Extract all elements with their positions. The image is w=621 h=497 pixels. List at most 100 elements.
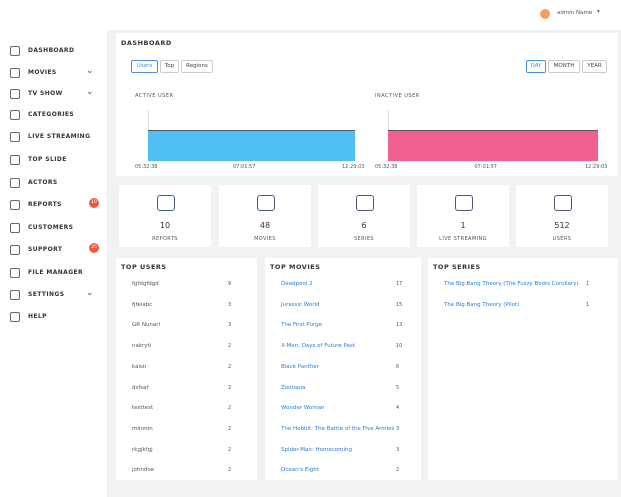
nav-item[interactable]: FILE MANAGER bbox=[28, 269, 84, 276]
movie-name[interactable]: Deadpool 2 bbox=[281, 281, 313, 287]
movie-name[interactable]: Ocean's Eight bbox=[281, 467, 319, 474]
user-count: 2 bbox=[228, 405, 232, 412]
nav-item[interactable]: TOP SLIDE bbox=[28, 156, 67, 163]
range-button[interactable]: DAY bbox=[526, 60, 546, 73]
nav-caret[interactable]: ⌄ bbox=[86, 66, 94, 76]
top-bar bbox=[85, 0, 621, 30]
user-count: 2 bbox=[228, 343, 232, 350]
movie-count: 10 bbox=[396, 343, 403, 350]
nav-item[interactable]: REPORTS bbox=[28, 201, 62, 208]
user-count: 2 bbox=[228, 363, 232, 370]
nav-badge: 10 bbox=[89, 198, 99, 208]
user-name: fgfdgfdgd bbox=[132, 281, 159, 287]
user-name: testtest bbox=[132, 405, 154, 412]
series-name[interactable]: The Big Bang Theory (Pilot) bbox=[444, 301, 520, 308]
nav-icon[interactable] bbox=[10, 178, 20, 188]
avatar[interactable] bbox=[540, 9, 550, 19]
chart-x-label: 05:32:38 bbox=[375, 164, 398, 170]
tab-button[interactable]: Users bbox=[131, 60, 158, 73]
nav-caret[interactable]: ⌄ bbox=[86, 87, 94, 97]
stat-value: 512 bbox=[554, 221, 570, 230]
chart-title: INACTIVE USER bbox=[375, 93, 420, 99]
stat-label: SERIES bbox=[353, 236, 374, 242]
movie-name[interactable]: Wonder Woman bbox=[281, 405, 325, 412]
movie-count: 17 bbox=[396, 281, 403, 287]
nav-icon[interactable] bbox=[10, 110, 20, 120]
user-count: 3 bbox=[228, 322, 232, 329]
movie-count: 2 bbox=[396, 467, 400, 474]
stat-label: MOVIES bbox=[254, 236, 276, 242]
movie-name[interactable]: Spider-Man: Homecoming bbox=[281, 446, 352, 453]
user-count: 2 bbox=[228, 446, 232, 453]
stat-label: USERS bbox=[552, 236, 572, 242]
movie-name[interactable]: Zootopia bbox=[281, 384, 306, 391]
nav-icon[interactable] bbox=[10, 312, 20, 322]
chart-x-label: 05:32:38 bbox=[135, 164, 158, 170]
nav-item[interactable]: SETTINGS bbox=[28, 291, 65, 298]
range-button[interactable]: MONTH bbox=[548, 60, 580, 73]
nav-item[interactable]: LIVE STREAMING bbox=[28, 133, 91, 140]
stat-label: LIVE STREAMING bbox=[439, 236, 487, 242]
nav-icon[interactable] bbox=[10, 290, 20, 300]
nav-icon[interactable] bbox=[10, 155, 20, 165]
movie-count: 4 bbox=[396, 405, 400, 412]
nav-item[interactable]: ACTORS bbox=[28, 179, 58, 186]
nav-item[interactable]: TV SHOW bbox=[28, 90, 63, 97]
stat-label: REPORTS bbox=[152, 236, 178, 242]
nav-icon[interactable] bbox=[10, 268, 20, 278]
series-name[interactable]: The Big Bang Theory (The Fuzzy Boots Cor… bbox=[444, 281, 579, 287]
list-title: TOP MOVIES bbox=[270, 263, 321, 271]
movie-name[interactable]: Jurassic World bbox=[281, 301, 320, 308]
nav-icon[interactable] bbox=[10, 200, 20, 210]
stat-icon bbox=[356, 195, 374, 211]
movie-name[interactable]: X-Men: Days of Future Past bbox=[281, 343, 355, 350]
nav-item[interactable]: MOVIES bbox=[28, 69, 57, 76]
user-name: kaisir bbox=[132, 363, 147, 370]
user-count: 2 bbox=[228, 384, 232, 391]
user-caret[interactable]: ▾ bbox=[597, 9, 600, 15]
movie-count: 3 bbox=[396, 425, 400, 432]
range-button[interactable]: YEAR bbox=[582, 60, 607, 73]
stat-icon bbox=[157, 195, 175, 211]
dashboard-title: DASHBOARD bbox=[121, 39, 172, 47]
user-name: rkgjkfgj bbox=[132, 446, 153, 453]
movie-name[interactable]: The First Purge bbox=[281, 322, 323, 329]
user-count: 2 bbox=[228, 425, 232, 432]
user-count: 2 bbox=[228, 467, 232, 474]
nav-item[interactable]: SUPPORT bbox=[28, 246, 63, 253]
nav-caret[interactable]: ⌄ bbox=[86, 288, 94, 298]
nav-item[interactable]: CUSTOMERS bbox=[28, 224, 74, 231]
movie-count: 6 bbox=[396, 363, 400, 370]
list-title: TOP SERIES bbox=[433, 263, 481, 271]
top-series-panel bbox=[428, 258, 618, 480]
user-count: 3 bbox=[228, 301, 232, 308]
nav-icon[interactable] bbox=[10, 223, 20, 233]
movie-name[interactable]: The Hobbit: The Battle of the Five Armie… bbox=[281, 425, 395, 432]
top-users-panel bbox=[116, 258, 257, 480]
series-count: 1 bbox=[586, 281, 590, 287]
user-name[interactable]: admin Name bbox=[557, 10, 593, 16]
list-title: TOP USERS bbox=[121, 263, 167, 271]
nav-icon[interactable] bbox=[10, 68, 20, 78]
movie-count: 15 bbox=[396, 301, 403, 308]
movie-count: 13 bbox=[396, 322, 403, 329]
tab-button[interactable]: Top bbox=[160, 60, 179, 73]
stat-value: 6 bbox=[361, 221, 367, 230]
stat-icon bbox=[554, 195, 572, 211]
movie-count: 5 bbox=[396, 384, 400, 391]
movie-count: 3 bbox=[396, 446, 400, 453]
movie-name[interactable]: Black Panther bbox=[281, 363, 319, 370]
nav-badge: 25 bbox=[89, 243, 99, 253]
nav-icon[interactable] bbox=[10, 46, 20, 56]
nav-icon[interactable] bbox=[10, 245, 20, 255]
user-count: 9 bbox=[228, 281, 232, 287]
chart-x-label: 12:29:03 bbox=[342, 164, 365, 170]
tab-button[interactable]: Regions bbox=[181, 60, 213, 73]
nav-icon[interactable] bbox=[10, 132, 20, 142]
chart-title: ACTIVE USER bbox=[135, 93, 174, 99]
nav-item[interactable]: CATEGORIES bbox=[28, 111, 75, 118]
nav-item[interactable]: DASHBOARD bbox=[28, 47, 75, 54]
nav-item[interactable]: HELP bbox=[28, 313, 47, 320]
nav-icon[interactable] bbox=[10, 89, 20, 99]
